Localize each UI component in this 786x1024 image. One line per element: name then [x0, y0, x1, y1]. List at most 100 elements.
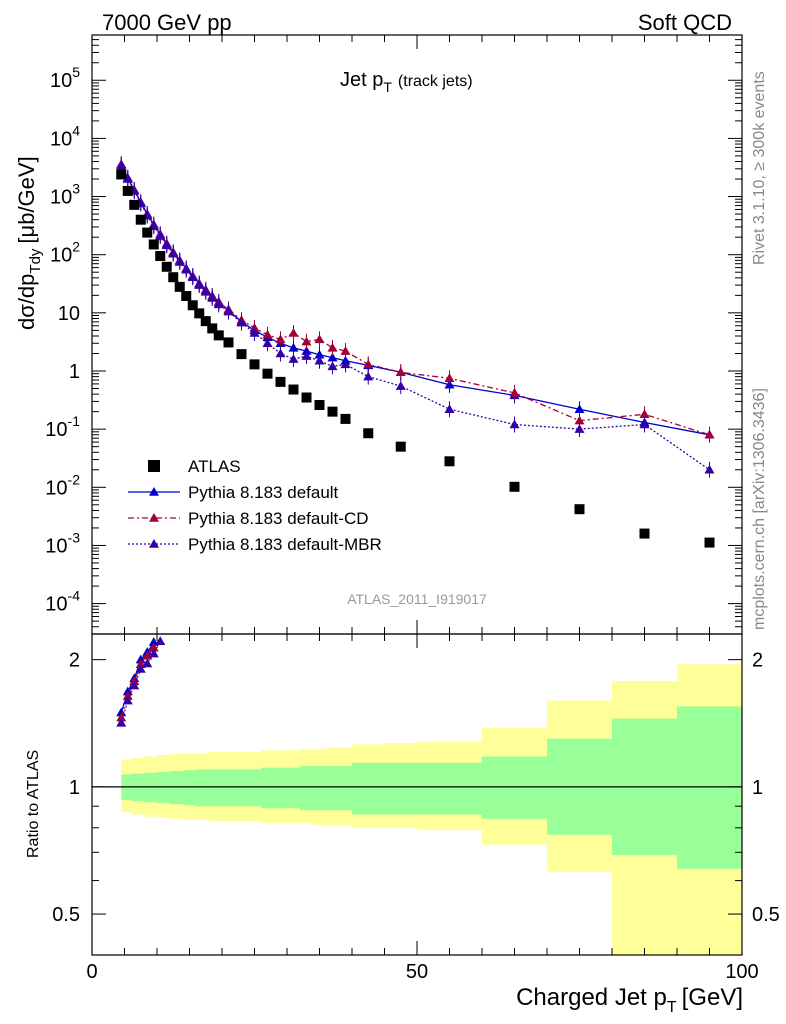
- x-axis-label-sub: T: [667, 999, 677, 1016]
- atlas-point: [174, 281, 185, 292]
- y-tick-label: 10-1: [45, 413, 80, 441]
- ratio-band-inner: [222, 769, 235, 807]
- legend-label: Pythia 8.183 default-CD: [188, 509, 369, 528]
- series-point: [340, 359, 351, 369]
- ratio-band-inner: [274, 767, 287, 809]
- y-tick-label: 103: [50, 181, 80, 209]
- atlas-point: [275, 376, 286, 387]
- atlas-point: [168, 272, 179, 283]
- legend-marker: [148, 460, 160, 472]
- ratio-band-inner: [300, 766, 313, 811]
- x-axis-label-main: Charged Jet p: [516, 984, 667, 1011]
- series-point: [314, 334, 325, 344]
- x-axis-label: Charged Jet pT [GeV]: [516, 984, 743, 1016]
- ratio-tick-label-right: 1: [752, 777, 763, 799]
- ratio-point: [122, 695, 133, 705]
- ratio-band-inner: [313, 766, 326, 811]
- series-point: [116, 160, 127, 170]
- ratio-point: [155, 636, 166, 646]
- atlas-point: [223, 337, 234, 348]
- main-series: [116, 156, 715, 478]
- atlas-point: [574, 504, 585, 515]
- ratio-band-inner: [339, 766, 352, 811]
- ratio-tick-label-right: 0.5: [752, 904, 780, 926]
- atlas-point: [327, 406, 338, 417]
- series-point: [262, 338, 273, 348]
- atlas-point: [213, 330, 224, 341]
- series-point: [327, 361, 338, 371]
- series-point: [509, 387, 520, 397]
- y-tick-label: 105: [50, 64, 80, 92]
- atlas-point: [142, 227, 153, 238]
- y-tick-label: 102: [50, 239, 80, 267]
- ratio-bands: [121, 664, 742, 955]
- atlas-points: [116, 169, 715, 548]
- ratio-band-inner: [235, 769, 248, 807]
- x-tick-label: 100: [725, 961, 758, 983]
- ratio-y-label: Ratio to ATLAS: [25, 750, 42, 858]
- atlas-point: [314, 400, 325, 411]
- series-point: [574, 404, 585, 413]
- ratio-tick-label-left: 2: [69, 650, 80, 672]
- y-axis-label-sub: Tdy: [27, 248, 44, 274]
- series-point: [174, 256, 185, 266]
- ratio-point: [148, 648, 159, 658]
- ratio-band-inner: [417, 762, 482, 815]
- series-point: [207, 293, 218, 302]
- legend-marker: [149, 513, 159, 522]
- series-point: [288, 354, 299, 363]
- atlas-point: [207, 323, 218, 334]
- ratio-tick-label-left: 1: [69, 777, 80, 799]
- series-point: [395, 381, 406, 390]
- series-point: [704, 464, 715, 474]
- atlas-point: [155, 250, 166, 261]
- legend-marker: [149, 487, 159, 496]
- mcplots-label: mcplots.cern.ch [arXiv:1306.3436]: [751, 388, 768, 630]
- ratio-band-inner: [261, 767, 274, 809]
- ratio-band-inner: [326, 766, 339, 811]
- ratio-tick-label-right: 2: [752, 650, 763, 672]
- atlas-point: [363, 428, 374, 439]
- atlas-point: [236, 349, 247, 360]
- series-point: [301, 351, 312, 360]
- chart-title-sub: T: [383, 79, 392, 95]
- series-point: [327, 352, 338, 362]
- y-axis-label-units: [μb/GeV]: [14, 156, 39, 243]
- header-left: 7000 GeV pp: [102, 10, 232, 35]
- analysis-id: ATLAS_2011_I919017: [347, 591, 487, 607]
- x-tick-label: 0: [86, 961, 97, 983]
- atlas-point: [181, 290, 192, 301]
- y-tick-label: 10-4: [45, 588, 80, 616]
- atlas-point: [395, 441, 406, 452]
- series-point: [395, 367, 406, 377]
- series-point: [704, 429, 715, 439]
- series-point: [574, 424, 585, 433]
- chart-title-main: Jet p: [340, 69, 383, 91]
- atlas-point: [200, 316, 211, 327]
- legend: ATLAS Pythia 8.183 default Pythia 8.183 de…: [128, 457, 382, 554]
- ratio-point: [142, 650, 153, 660]
- ratio-series: [116, 636, 166, 727]
- atlas-point: [187, 300, 198, 311]
- series-point: [275, 348, 286, 358]
- ratio-band-inner: [287, 767, 300, 809]
- series-point: [122, 174, 133, 183]
- ratio-band-inner: [157, 771, 170, 804]
- ratio-band-inner: [482, 756, 547, 819]
- series-point: [574, 415, 585, 425]
- ratio-point: [148, 642, 159, 652]
- atlas-point: [509, 481, 520, 492]
- y-tick-label: 10: [58, 303, 80, 325]
- series-point: [161, 240, 172, 250]
- ratio-band-inner: [384, 762, 417, 815]
- atlas-point: [122, 185, 133, 196]
- atlas-point: [194, 308, 205, 319]
- ratio-band-inner: [209, 769, 222, 807]
- series-point: [444, 373, 455, 383]
- series-point: [301, 336, 312, 346]
- ratio-line: [120, 641, 161, 724]
- ratio-band-inner: [677, 706, 742, 869]
- series-point: [288, 342, 299, 352]
- series-point: [639, 419, 650, 429]
